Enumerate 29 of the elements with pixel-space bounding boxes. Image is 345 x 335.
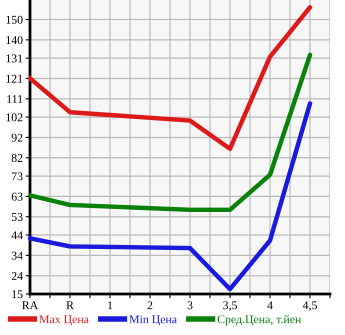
x-tick-label: 3	[188, 301, 192, 310]
line-series	[28, 52, 312, 212]
y-tick-label: 111	[7, 95, 22, 103]
y-tick-label: 82	[12, 154, 22, 162]
x-tick-label: RA	[22, 301, 38, 310]
x-tick-label: 4,5	[302, 301, 317, 311]
y-tick-label: 15	[12, 290, 23, 298]
line-series	[28, 101, 312, 292]
x-tick-label: 4	[267, 301, 273, 310]
legend-label: Min Цена	[129, 315, 177, 326]
y-tick-label: 63	[12, 192, 23, 201]
y-tick-label: 53	[12, 213, 23, 221]
y-tick-label: 140	[6, 36, 23, 44]
y-tick-label: 34	[12, 252, 23, 260]
x-tick-label: R	[66, 301, 74, 310]
y-tick-label: 92	[12, 134, 22, 142]
x-tick-label: 1	[108, 301, 112, 310]
line-series	[28, 5, 312, 152]
y-tick-label: 121	[6, 74, 22, 83]
x-tick-label: 3,5	[223, 301, 237, 311]
x-tick-label: 2	[148, 301, 152, 310]
y-tick-label: 44	[11, 231, 23, 240]
y-tick-label: 73	[12, 172, 23, 180]
y-tick-label: 131	[6, 54, 22, 62]
y-tick-label: 150	[6, 16, 23, 24]
y-tick-label: 102	[6, 113, 22, 122]
legend-label: Max Цена	[39, 315, 89, 326]
legend-label: Сред.Цена, т.йен	[218, 315, 302, 326]
y-tick-label: 24	[12, 272, 23, 280]
